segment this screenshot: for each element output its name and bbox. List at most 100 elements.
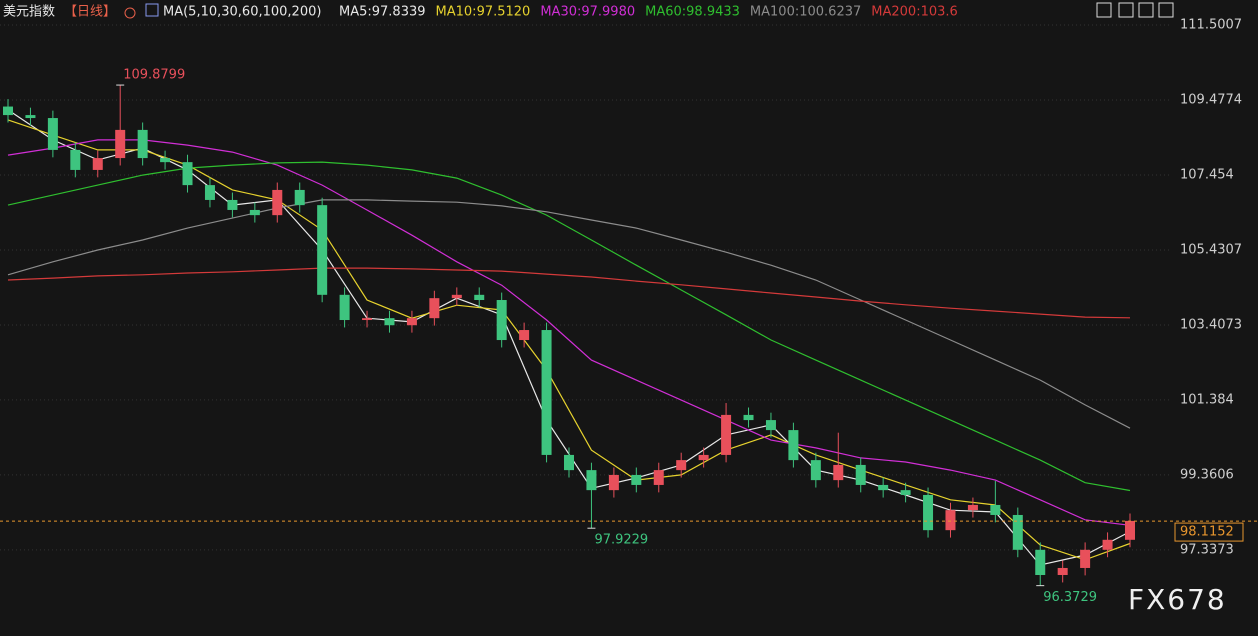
annotation: 97.9229 bbox=[594, 533, 648, 548]
candle bbox=[137, 122, 148, 166]
candle bbox=[743, 407, 754, 428]
candle-body bbox=[1080, 549, 1091, 568]
candle bbox=[1080, 542, 1091, 576]
candle bbox=[182, 154, 193, 193]
candle bbox=[384, 310, 395, 333]
candle-body bbox=[945, 510, 956, 531]
indicator-icon[interactable] bbox=[145, 3, 159, 17]
candle bbox=[406, 310, 417, 333]
candle-body bbox=[406, 318, 417, 326]
legend-entry: MA10:97.5120 bbox=[436, 5, 531, 20]
candle bbox=[204, 177, 215, 208]
y-tick-label: 105.4307 bbox=[1180, 242, 1242, 257]
y-tick-label: 101.384 bbox=[1180, 392, 1234, 407]
candle-body bbox=[788, 430, 799, 461]
candle-body bbox=[564, 454, 574, 471]
candle-body bbox=[586, 470, 597, 491]
candle-body bbox=[653, 470, 664, 485]
candle-body bbox=[1035, 549, 1046, 576]
candle bbox=[496, 292, 507, 348]
candle bbox=[160, 150, 171, 170]
indicator: MA(5,10,30,60,100,200) bbox=[163, 5, 321, 20]
candle-body bbox=[698, 454, 709, 461]
ma-line bbox=[7, 199, 1131, 429]
candle bbox=[1057, 560, 1068, 583]
candle bbox=[3, 99, 13, 123]
candle bbox=[1035, 542, 1046, 586]
candle-body bbox=[115, 129, 126, 159]
candle bbox=[788, 422, 799, 468]
add-icon[interactable] bbox=[124, 7, 136, 19]
candle bbox=[451, 287, 462, 306]
candle bbox=[115, 85, 126, 166]
legend-entry: MA30:97.9980 bbox=[540, 5, 635, 20]
candle bbox=[698, 447, 709, 468]
candle-body bbox=[1125, 520, 1135, 540]
candle bbox=[676, 452, 687, 478]
candle bbox=[25, 107, 36, 126]
candle-body bbox=[25, 115, 36, 119]
candle bbox=[900, 482, 911, 503]
candle-body bbox=[317, 205, 328, 295]
candle bbox=[249, 202, 260, 223]
candle bbox=[294, 182, 305, 213]
y-tick-label: 109.4774 bbox=[1180, 92, 1242, 107]
candle bbox=[923, 487, 934, 538]
candle bbox=[765, 412, 776, 438]
legend-entry: MA100:100.6237 bbox=[750, 5, 861, 20]
candle bbox=[967, 497, 978, 518]
candle-body bbox=[362, 318, 373, 321]
y-tick-label: 97.3373 bbox=[1180, 542, 1234, 557]
candle-body bbox=[743, 414, 754, 421]
candle-body bbox=[631, 474, 642, 485]
last-price-label: 98.1152 bbox=[1180, 525, 1234, 540]
candle-body bbox=[1057, 567, 1068, 576]
candle-body bbox=[900, 490, 911, 495]
y-tick-label: 111.5007 bbox=[1180, 17, 1242, 32]
tool-icon[interactable] bbox=[1118, 2, 1134, 18]
candle-body bbox=[182, 162, 193, 186]
candle bbox=[474, 287, 485, 308]
period[interactable]: 【日线】 bbox=[64, 5, 116, 20]
candle bbox=[1012, 507, 1023, 558]
candle-body bbox=[249, 209, 260, 216]
candle bbox=[92, 150, 103, 178]
candle-body bbox=[137, 129, 148, 159]
annotation: 109.8799 bbox=[123, 68, 185, 83]
legend-entry: MA60:98.9433 bbox=[645, 5, 740, 20]
candle-body bbox=[1102, 539, 1113, 550]
candle-body bbox=[833, 464, 844, 481]
candle-body bbox=[765, 420, 776, 431]
chart-title: 美元指数 bbox=[3, 5, 55, 20]
candle-body bbox=[990, 504, 1001, 515]
tool-icon[interactable] bbox=[1096, 2, 1112, 18]
tool-icon[interactable] bbox=[1138, 2, 1154, 18]
candle-body bbox=[294, 189, 305, 206]
tool-icon[interactable] bbox=[1158, 2, 1174, 18]
candle-body bbox=[272, 189, 283, 216]
candle-body bbox=[3, 106, 13, 116]
ma-line bbox=[7, 161, 1131, 492]
candle-body bbox=[160, 158, 171, 163]
candle bbox=[362, 310, 373, 328]
candle-body bbox=[474, 294, 485, 301]
annotation: 96.3729 bbox=[1043, 590, 1097, 605]
candle bbox=[227, 192, 238, 218]
candle-body bbox=[1012, 514, 1023, 550]
candle bbox=[586, 462, 597, 529]
candle bbox=[272, 182, 283, 223]
candle-body bbox=[227, 199, 238, 210]
candle-body bbox=[429, 298, 440, 319]
candle-body bbox=[47, 118, 58, 150]
legend-entry: MA5:97.8339 bbox=[339, 5, 426, 20]
candle-body bbox=[451, 294, 462, 299]
candle bbox=[833, 432, 844, 488]
candle-body bbox=[496, 300, 507, 341]
candle bbox=[990, 480, 1001, 523]
candle-body bbox=[608, 474, 619, 491]
ma-line bbox=[7, 139, 1131, 526]
candle-body bbox=[676, 460, 687, 471]
candle bbox=[339, 287, 350, 328]
candle bbox=[721, 403, 732, 463]
candle-body bbox=[967, 504, 978, 511]
